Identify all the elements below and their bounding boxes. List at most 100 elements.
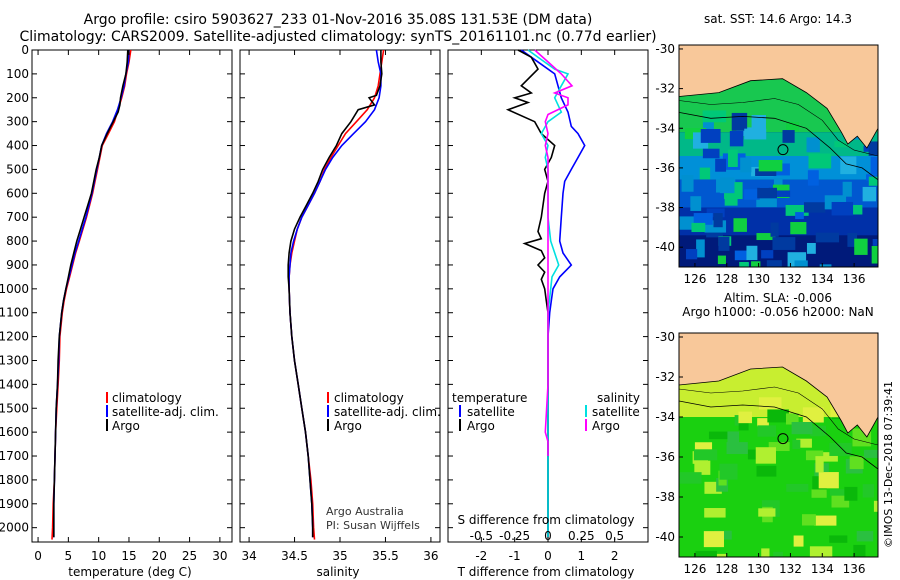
depth-tick-label: 1000 — [0, 282, 29, 296]
map-lat-tick-label: -34 — [655, 410, 675, 424]
diff-s-tick-label: 0.25 — [568, 529, 595, 543]
map-contour — [679, 386, 878, 446]
sal-xtick-label: 35.5 — [372, 549, 399, 563]
map-patch — [786, 121, 799, 132]
map-patch — [782, 130, 795, 143]
map-sst: sat. SST: 14.6 Argo: 14.3 126 128 130 132 13… — [655, 12, 879, 286]
map-patch — [702, 148, 720, 159]
map-patch — [854, 238, 868, 255]
map-patch — [806, 242, 816, 254]
map-patch — [691, 222, 706, 233]
map-patch — [873, 500, 878, 512]
map-patch — [871, 245, 878, 264]
map-patch — [751, 261, 761, 267]
map-patch — [785, 204, 809, 216]
temp-xtick-label: 20 — [152, 549, 167, 563]
map-patch — [733, 218, 747, 232]
map-patch — [757, 425, 777, 437]
map-patch — [715, 158, 727, 172]
map-patch — [772, 237, 796, 250]
map-patch — [844, 486, 858, 501]
map-patch — [796, 438, 812, 448]
map-patch — [734, 250, 748, 261]
depth-tick-label: 200 — [6, 91, 29, 105]
map-patch — [768, 442, 790, 452]
map-patch — [868, 176, 878, 186]
sal-series-argo — [287, 50, 383, 538]
sal-xtick-label: 36 — [423, 549, 438, 563]
diff-series-temperature-satellite — [520, 49, 586, 538]
map-lon-tick-label: 136 — [843, 562, 866, 576]
map-patch — [829, 535, 848, 543]
map-patch — [870, 156, 878, 175]
temp-xtick-label: 5 — [65, 549, 73, 563]
map-patch — [767, 409, 789, 423]
map-patch — [706, 208, 725, 218]
map-patch — [685, 249, 698, 260]
imos-credit: ©IMOS 13-Dec-2018 07:39:41 — [882, 381, 895, 548]
map-patch — [790, 222, 807, 235]
legend-t-argo-label: Argo — [467, 419, 495, 433]
map-lat-tick-label: -38 — [655, 201, 675, 215]
map-patch — [758, 508, 776, 517]
map-patch — [700, 129, 721, 143]
map-patch — [694, 460, 711, 475]
map-patch — [807, 170, 819, 186]
diff-xtick-label: -1 — [509, 549, 521, 563]
float-position-marker — [777, 144, 789, 156]
diff-s-tick-label: 0 — [544, 529, 552, 543]
map-patch — [693, 213, 713, 225]
map-patch — [815, 456, 824, 473]
map-lon-tick-label: 132 — [779, 272, 802, 286]
map-patch — [793, 535, 804, 547]
map-patch — [809, 546, 833, 557]
map-lon-tick-label: 126 — [683, 562, 706, 576]
depth-tick-label: 400 — [6, 139, 29, 153]
diff-s-tick-label: -0.5 — [470, 529, 493, 543]
map-patch — [761, 250, 774, 259]
temp-series-argo — [52, 49, 129, 538]
map-patch — [702, 118, 714, 131]
legend-s-satellite-label: satellite — [592, 405, 640, 419]
map-patch — [818, 472, 839, 489]
map-patch — [755, 447, 776, 464]
map-patch — [758, 397, 782, 410]
map-patch — [679, 472, 702, 484]
map-patch — [704, 508, 726, 518]
map-patch — [696, 239, 705, 258]
map-lon-tick-label: 134 — [811, 272, 834, 286]
map-patch — [834, 141, 850, 148]
depth-tick-label: 100 — [6, 67, 29, 81]
diff-xtick-label: 0 — [544, 549, 552, 563]
map-patch — [751, 115, 766, 130]
map-patch — [829, 442, 852, 456]
salinity-panel: 34 34.5 35 35.5 36 salinity climatology sate… — [239, 49, 441, 579]
map-patch — [794, 260, 808, 267]
credit-pi: PI: Susan Wijffels — [326, 519, 420, 532]
sal-series-satellite-adj-clim- — [288, 49, 382, 538]
map-lon-tick-label: 132 — [779, 562, 802, 576]
map-patch — [773, 551, 783, 557]
depth-tick-label: 0 — [21, 43, 29, 57]
map-lon-tick-label: 130 — [747, 562, 770, 576]
depth-tick-label: 1900 — [0, 497, 29, 511]
map-patch — [738, 417, 749, 431]
map-lat-tick-label: -36 — [655, 450, 675, 464]
map-patch — [756, 465, 777, 477]
map-lon-tick-label: 126 — [683, 272, 706, 286]
map-lat-tick-label: -36 — [655, 161, 675, 175]
legend-argo-label: Argo — [112, 419, 140, 433]
map-lon-tick-label: 130 — [747, 272, 770, 286]
map-lat-tick-label: -32 — [655, 82, 675, 96]
map-patch — [795, 212, 804, 220]
map-patch — [791, 422, 813, 435]
map-patch — [805, 450, 824, 461]
map-patch — [744, 128, 767, 140]
map-patch — [729, 130, 744, 147]
map-patch — [744, 189, 760, 200]
map-lon-tick-label: 134 — [811, 562, 834, 576]
diff-xtick-label: -2 — [475, 549, 487, 563]
depth-tick-label: 1300 — [0, 353, 29, 367]
map-patch — [756, 196, 777, 208]
map-patch — [746, 245, 758, 261]
